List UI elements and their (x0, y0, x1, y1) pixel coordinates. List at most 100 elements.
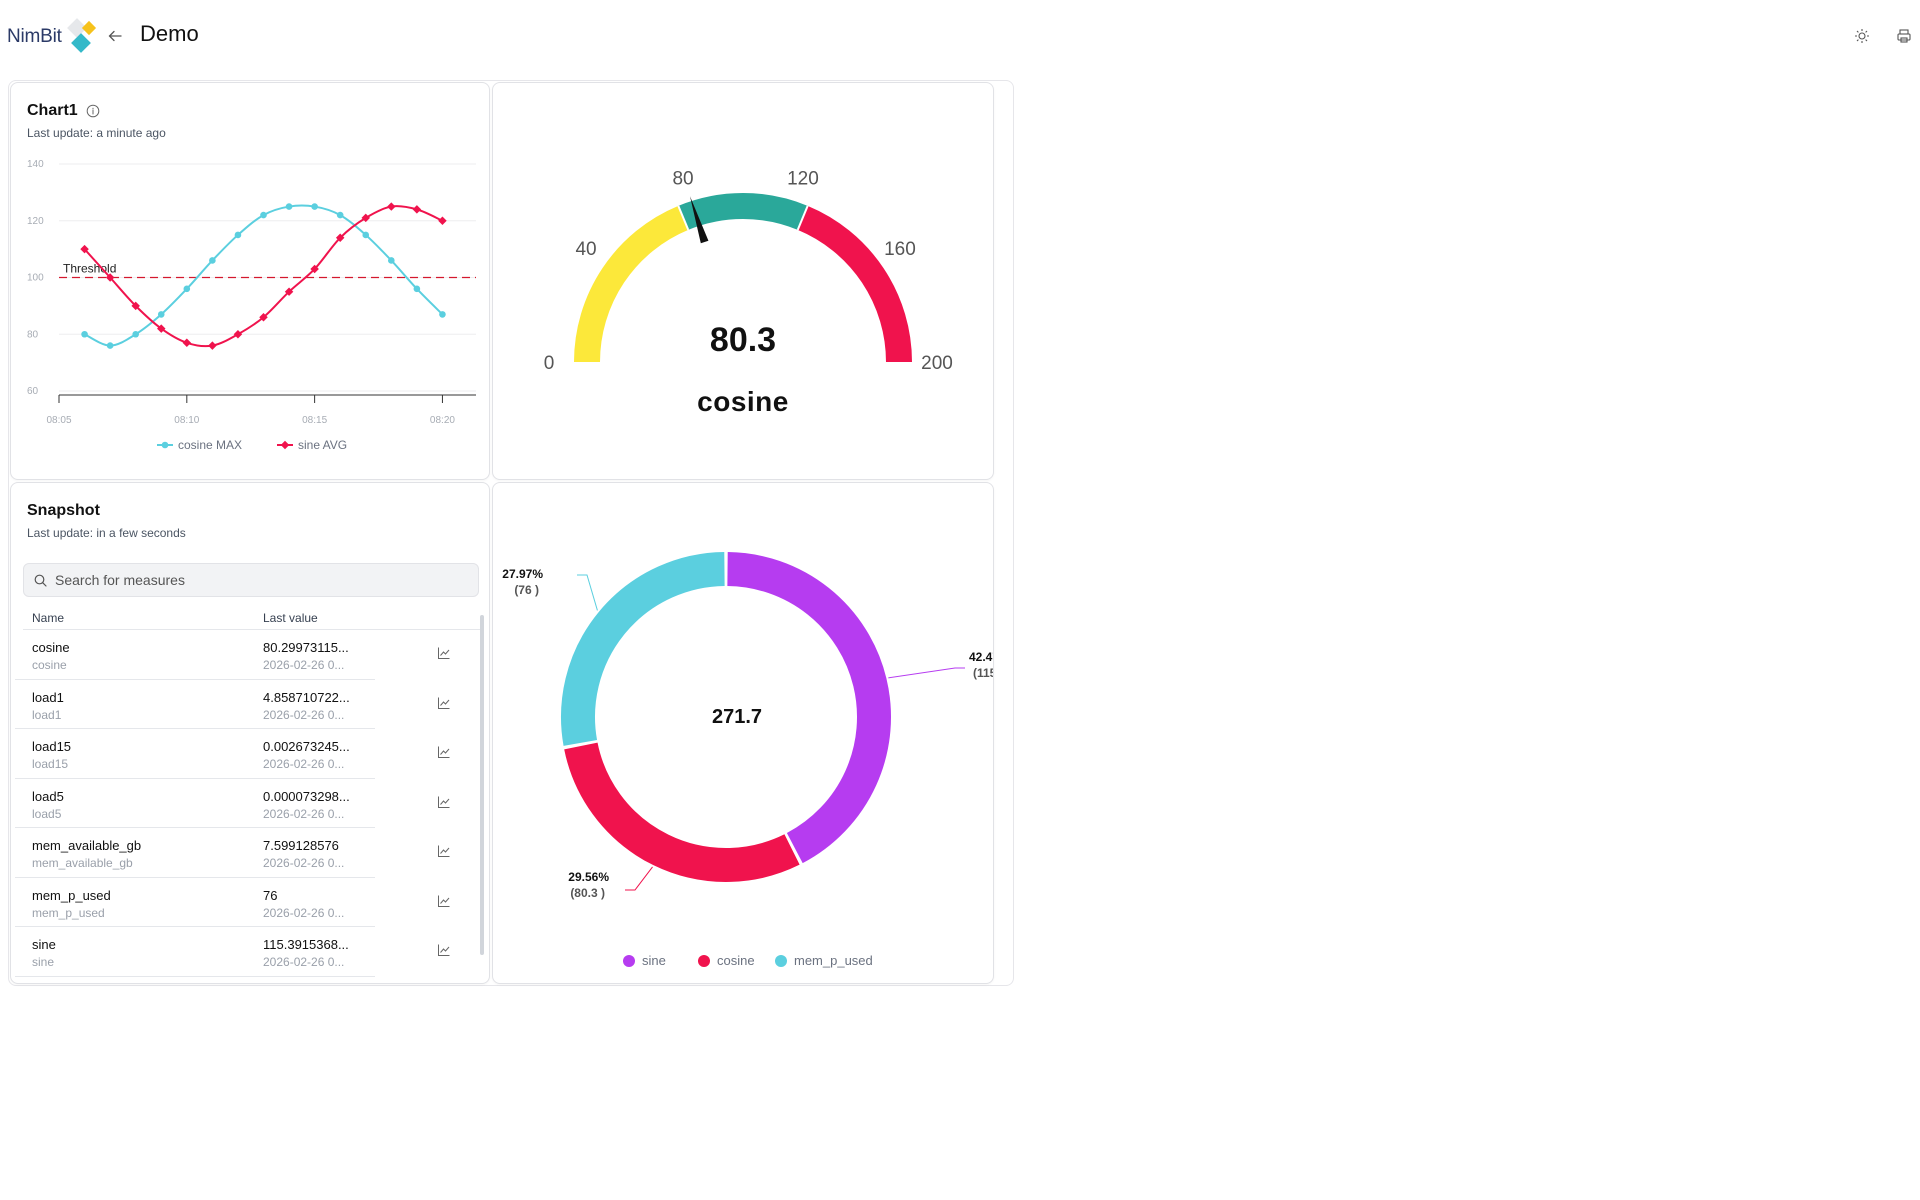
measure-name: mem_available_gb (32, 838, 142, 853)
table-row[interactable]: load15 load15 0.002673245... 2026-02-26 … (11, 729, 489, 779)
gauge-tick-label: 0 (544, 353, 555, 374)
measure-value: 4.858710722... (263, 689, 350, 705)
chart-line-icon[interactable] (437, 844, 453, 860)
gauge-chart: 0 40 80 120 160 200 (544, 168, 953, 374)
data-point (439, 311, 446, 318)
data-point (132, 330, 139, 338)
table-row[interactable]: sine sine 115.3915368... 2026-02-26 0... (11, 927, 489, 977)
chart-last-update: Last update: a minute ago (27, 126, 166, 140)
legend-marker (161, 441, 169, 449)
data-point (310, 264, 319, 274)
gauge-tick-label: 40 (575, 239, 596, 260)
data-point (105, 273, 115, 282)
donut-chart[interactable]: 42.47% (115.4 ) 29.56% (80.3 ) 27.97% (76 ) si… (493, 483, 993, 983)
logo[interactable]: NimBit (7, 16, 100, 58)
measure-id: cosine (32, 658, 67, 672)
measure-timestamp: 2026-02-26 0... (263, 856, 345, 870)
top-bar: NimBit Demo (0, 0, 1920, 72)
slice-leader-line (577, 574, 598, 611)
slice-leader-line (625, 866, 653, 891)
gauge-tick-label: 200 (921, 353, 953, 374)
gauge-value: 80.3 (709, 321, 777, 359)
gauge-band (574, 205, 689, 363)
column-header-name[interactable]: Name (32, 611, 65, 625)
print-icon[interactable] (1894, 26, 1914, 46)
chart-line-icon[interactable] (437, 745, 453, 761)
gauge-tick-label: 160 (884, 239, 916, 260)
data-point (208, 341, 217, 350)
line-chart[interactable]: 140 120 100 80 60 08:05 08:10 08:15 08:20 Thresho… (11, 83, 489, 479)
table-row[interactable]: cosine cosine 80.29973115... 2026-02-26 … (11, 630, 489, 680)
data-point (233, 330, 243, 339)
donut-total: 271.7 (711, 706, 763, 728)
column-header-last-value[interactable]: Last value (263, 611, 318, 625)
chart-card: Chart1 Last update: a minute ago 140 120 1… (10, 82, 490, 480)
measure-timestamp: 2026-02-26 0... (263, 757, 345, 771)
data-point (81, 330, 88, 338)
snapshot-last-update: Last update: in a few seconds (27, 526, 186, 540)
data-point (388, 257, 395, 264)
slice-leader-line (888, 667, 965, 679)
measure-id: mem_available_gb (32, 856, 133, 870)
legend-label: cosine MAX (178, 438, 242, 452)
slice-value-label: (76 ) (514, 583, 539, 597)
data-point (80, 244, 89, 254)
data-point (285, 203, 293, 210)
search-icon (34, 574, 47, 587)
donut-slice (727, 552, 891, 864)
measure-name: load1 (32, 689, 64, 705)
legend-label: mem_p_used (794, 953, 873, 968)
data-point (362, 231, 370, 239)
chart-line-icon[interactable] (437, 894, 453, 910)
search-box[interactable] (23, 563, 479, 597)
data-point (157, 324, 166, 333)
data-point (284, 287, 294, 296)
back-arrow-icon[interactable] (104, 25, 126, 47)
slice-percent-label: 42.47% (969, 650, 993, 664)
measure-id: mem_p_used (32, 905, 105, 920)
data-point (438, 216, 447, 225)
legend-marker (775, 955, 787, 967)
measure-timestamp: 2026-02-26 0... (263, 806, 345, 821)
gauge-band (797, 205, 912, 363)
measure-name: cosine (32, 640, 70, 655)
data-point (182, 338, 192, 348)
chart-title: Chart1 (27, 102, 78, 119)
measure-id: load15 (32, 757, 69, 771)
chart-line-icon[interactable] (437, 795, 453, 811)
table-header: Name Last value (23, 605, 483, 630)
chart-line-icon[interactable] (437, 696, 453, 712)
gauge-tick-label: 80 (672, 168, 693, 189)
legend-label: sine AVG (298, 438, 347, 452)
dashboard-grid (8, 80, 1014, 986)
table-row[interactable]: mem_available_gb mem_available_gb 7.5991… (11, 828, 489, 878)
table-row[interactable]: load5 load5 0.000073298... 2026-02-26 0.… (11, 779, 489, 828)
search-input[interactable] (53, 571, 457, 589)
measure-timestamp: 2026-02-26 0... (263, 658, 345, 672)
logo-mark-icon (64, 17, 100, 57)
chart-line-icon[interactable] (437, 943, 453, 959)
scrollbar-thumb[interactable] (480, 615, 484, 955)
table-scrollbar[interactable] (479, 605, 487, 975)
legend-marker (698, 955, 710, 967)
y-tick-label: 140 (27, 159, 44, 170)
snapshot-card: Snapshot Last update: in a few seconds N… (10, 482, 490, 984)
theme-toggle-sun-icon[interactable] (1852, 26, 1872, 46)
slice-value-label: (115.4 ) (973, 666, 993, 680)
data-point (106, 342, 114, 349)
info-icon[interactable] (86, 104, 100, 118)
table-row[interactable]: load1 load1 4.858710722... 2026-02-26 0.… (11, 680, 489, 729)
page-title: Demo (140, 21, 199, 46)
chart-line-icon[interactable] (437, 646, 453, 662)
data-point (311, 203, 318, 210)
measure-value: 76 (263, 887, 278, 903)
measure-name: load15 (32, 739, 72, 754)
table-row[interactable]: mem_p_used mem_p_used 76 2026-02-26 0... (11, 878, 489, 927)
legend-marker (623, 955, 635, 967)
measure-value: 115.3915368... (263, 937, 349, 952)
x-tick-label: 08:05 (46, 415, 71, 426)
measure-timestamp: 2026-02-26 0... (263, 955, 345, 969)
threshold-label: Threshold (63, 262, 116, 276)
measure-value: 7.599128576 (263, 838, 339, 853)
measure-value: 0.002673245... (263, 739, 350, 754)
